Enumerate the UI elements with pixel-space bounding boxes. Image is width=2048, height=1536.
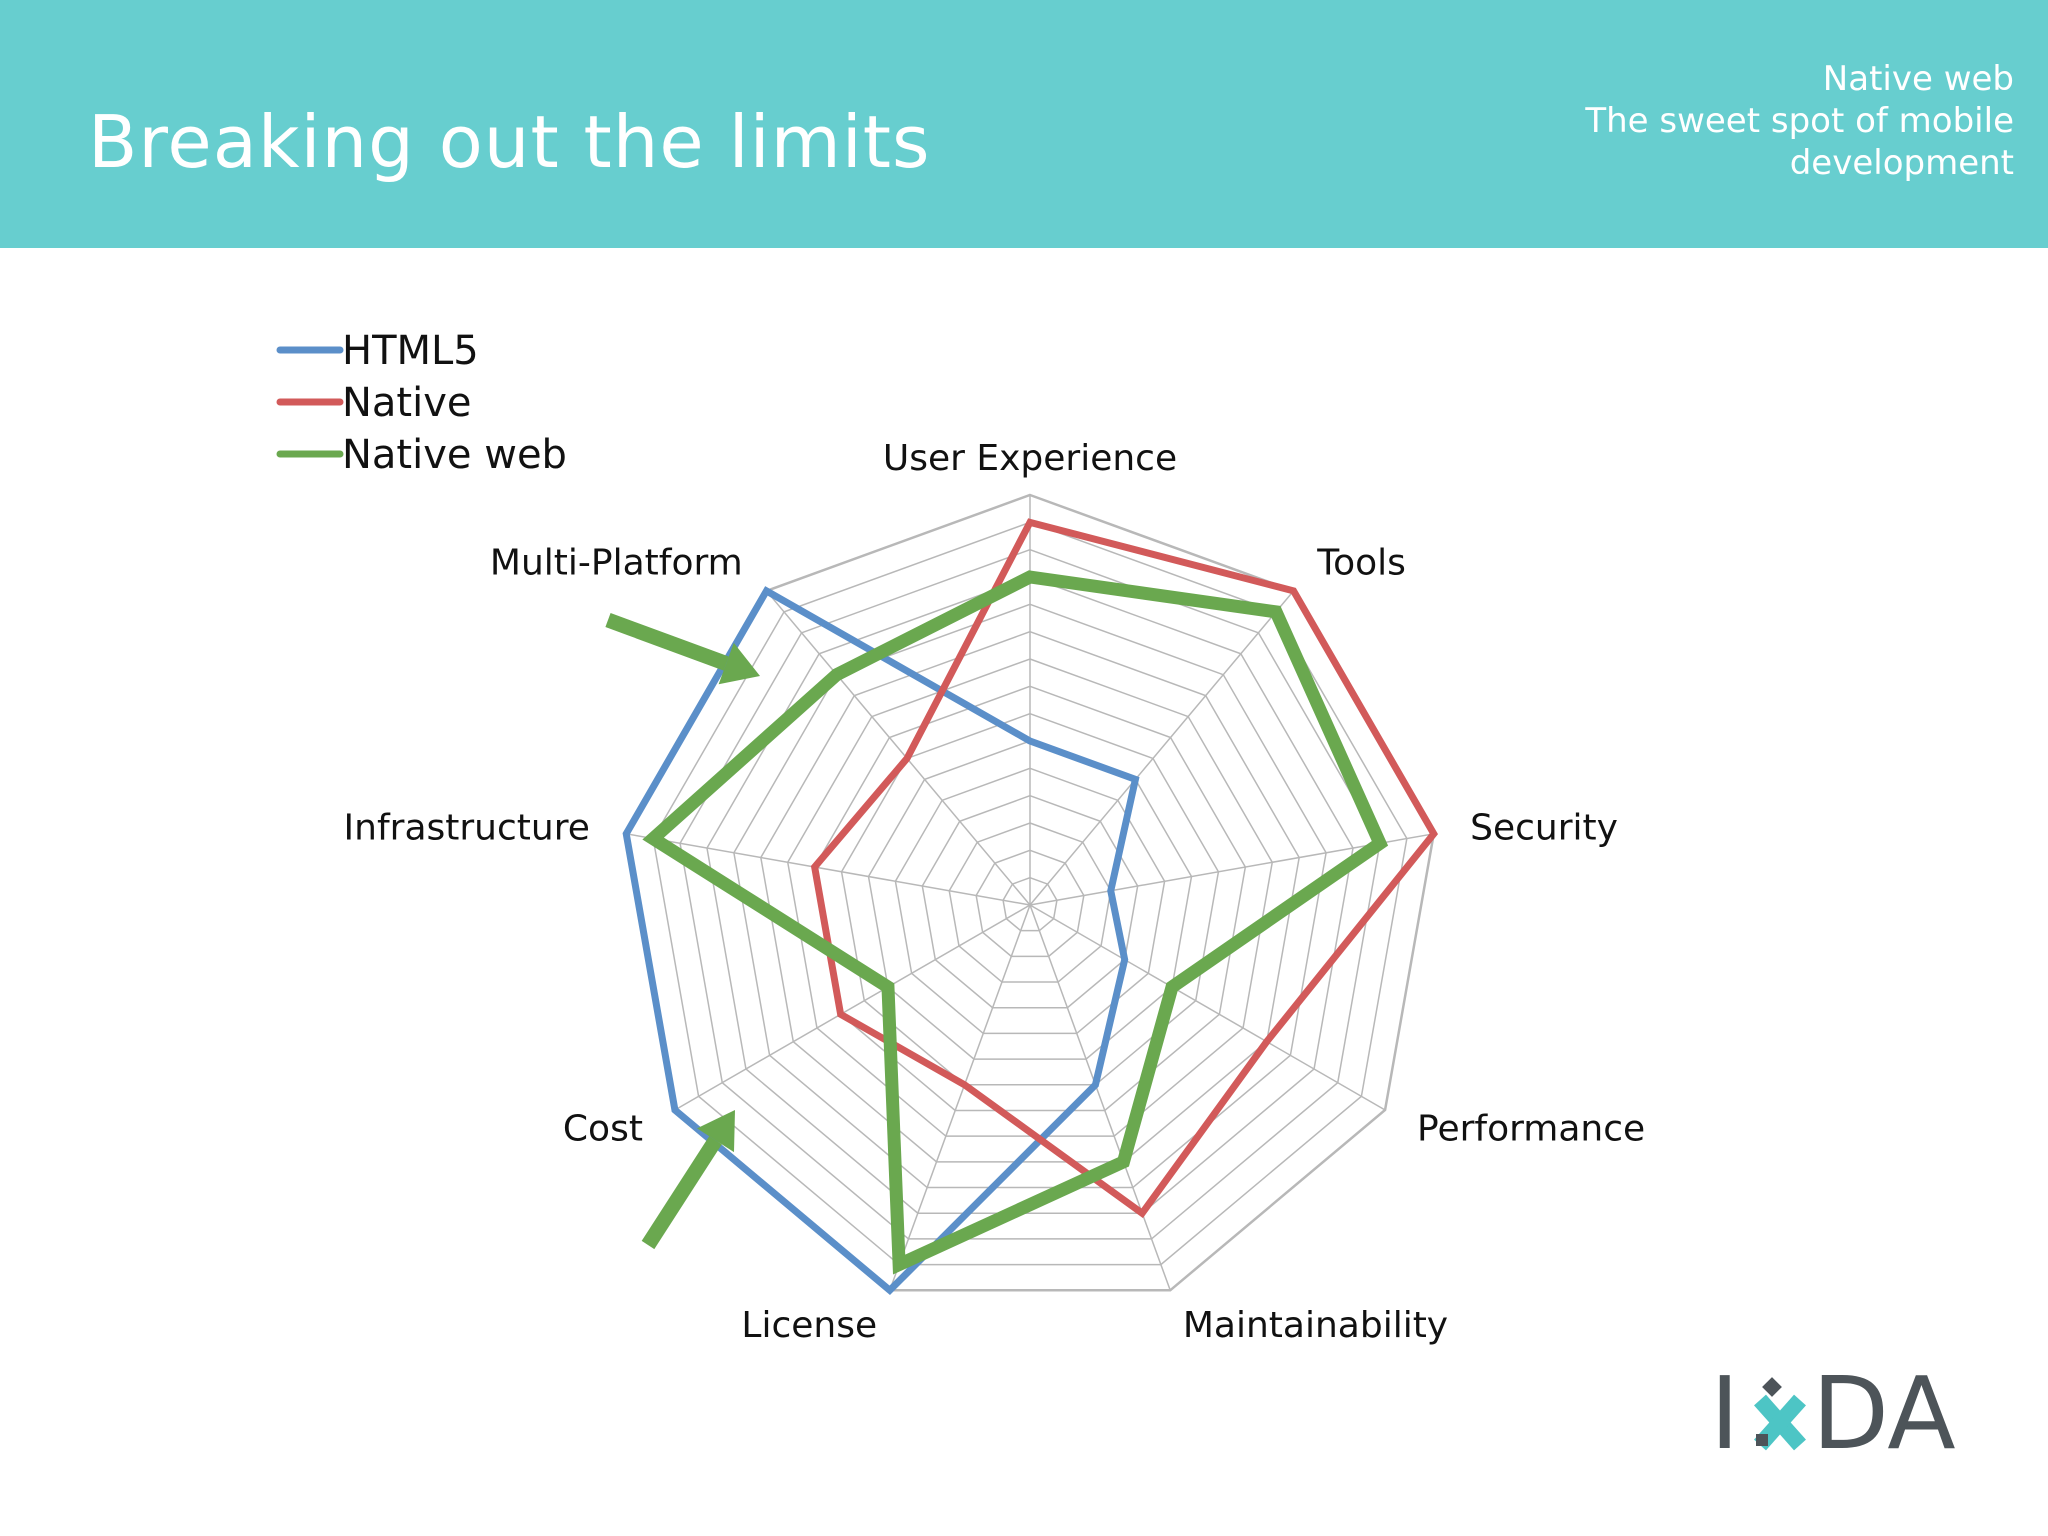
annotation-arrow-shaft-1 <box>641 1136 722 1250</box>
axis-label-1: Tools <box>1316 543 1406 584</box>
axis-label-3: Performance <box>1417 1108 1645 1149</box>
x-mark-icon <box>1754 1377 1806 1451</box>
axis-label-7: Infrastructure <box>344 807 590 848</box>
grid-ring-8 <box>813 685 1247 1112</box>
grid-spoke-7 <box>626 833 1031 906</box>
grid-spoke-1 <box>1029 590 1295 906</box>
annotation-arrow-shaft-0 <box>605 612 729 671</box>
radar-grid <box>624 493 1436 1292</box>
grid-spoke-6 <box>674 904 1031 1111</box>
slide-title: Breaking out the limits <box>88 100 931 184</box>
grid-ring-5 <box>894 767 1166 1035</box>
radar-series <box>622 518 1439 1296</box>
subtitle-line-2: The sweet spot of mobile <box>1585 101 2014 141</box>
grid-spoke-3 <box>1029 904 1386 1111</box>
grid-ring-11 <box>733 603 1327 1189</box>
logo-letter-i: I <box>1710 1360 1740 1460</box>
subtitle-line-1: Native web <box>1822 59 2014 99</box>
legend-label-2: Native web <box>342 432 567 478</box>
axis-label-5: License <box>741 1305 877 1346</box>
grid-ring-7 <box>840 712 1220 1086</box>
grid-spoke-5 <box>889 904 1031 1291</box>
axis-label-8: Multi-Platform <box>490 543 743 584</box>
chart-annotations <box>605 612 760 1250</box>
chart-legend: HTML5 Native Native web <box>276 328 567 478</box>
grid-ring-6 <box>867 740 1193 1060</box>
slide-header: Breaking out the limits Native web The s… <box>0 0 2048 248</box>
logo-letters-da: DA <box>1812 1360 1956 1460</box>
grid-ring-3 <box>948 822 1112 983</box>
grid-ring-12 <box>706 576 1354 1214</box>
slide-subtitle: Native web The sweet spot of mobile deve… <box>1585 58 2014 184</box>
series-line-html5 <box>622 586 1140 1296</box>
series-line-native <box>810 518 1439 1219</box>
radar-axis-labels: User Experience Tools Security Performance M… <box>344 438 1646 1346</box>
annotation-arrow-1 <box>641 1110 735 1250</box>
series-line-native-web <box>642 570 1389 1275</box>
annotation-arrow-head-0 <box>718 642 760 685</box>
grid-ring-2 <box>975 849 1085 958</box>
annotation-arrow-head-1 <box>697 1110 735 1153</box>
axis-label-6: Cost <box>563 1108 643 1149</box>
legend-label-1: Native <box>342 380 472 426</box>
axis-label-4: Maintainability <box>1183 1305 1448 1346</box>
grid-ring-13 <box>679 548 1381 1240</box>
subtitle-line-3: development <box>1789 143 2014 183</box>
annotation-arrow-0 <box>605 612 760 685</box>
legend-label-0: HTML5 <box>342 328 479 374</box>
ixda-logo: I DA <box>1710 1360 1956 1460</box>
grid-ring-14 <box>652 521 1408 1266</box>
grid-spoke-8 <box>765 590 1031 906</box>
axis-label-0: User Experience <box>883 438 1177 479</box>
grid-ring-10 <box>760 630 1300 1163</box>
axis-label-2: Security <box>1470 807 1618 848</box>
grid-spoke-4 <box>1029 904 1171 1291</box>
grid-ring-1 <box>1002 876 1058 932</box>
